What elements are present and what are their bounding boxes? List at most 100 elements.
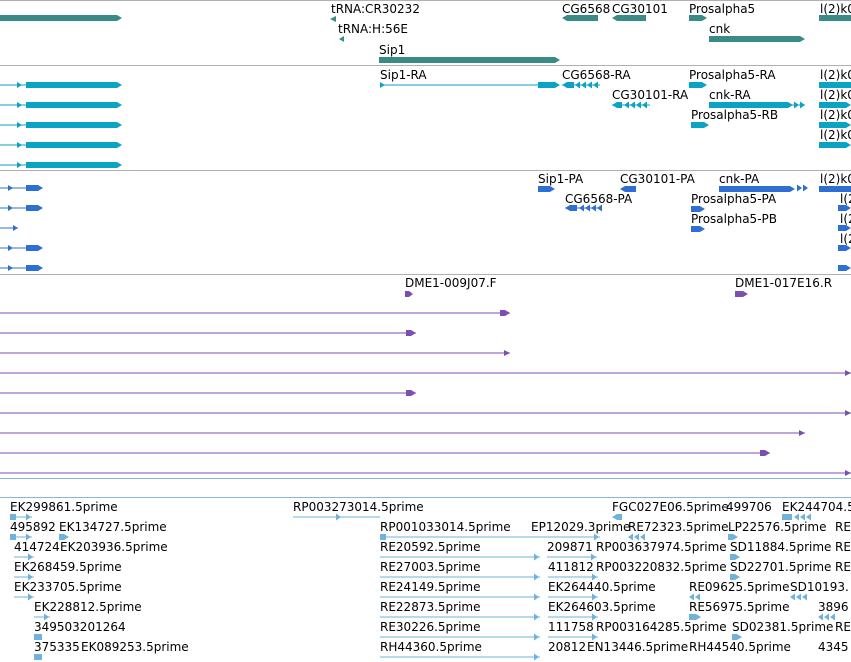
- cdna-arrow[interactable]: [534, 573, 539, 581]
- protein-exon[interactable]: [26, 245, 43, 251]
- cdna-arrow[interactable]: [592, 633, 597, 641]
- gene-feature[interactable]: [0, 15, 122, 21]
- cdna-arrow[interactable]: [592, 573, 597, 581]
- protein-exon[interactable]: [565, 205, 577, 211]
- cdna-feature[interactable]: [10, 514, 16, 520]
- protein-exon[interactable]: [538, 186, 555, 192]
- trna-marker[interactable]: [330, 16, 336, 22]
- cdna-arrow[interactable]: [592, 593, 597, 601]
- protein-exon[interactable]: [838, 245, 851, 251]
- cdna-arrow[interactable]: [534, 653, 539, 661]
- cdna-arrow[interactable]: [818, 613, 835, 621]
- est-feature[interactable]: [735, 291, 748, 297]
- gene-feature-sip1[interactable]: [379, 57, 560, 63]
- cdna-feature[interactable]: [730, 554, 740, 560]
- mrna-exon[interactable]: [819, 122, 851, 128]
- mrna-exon[interactable]: [819, 82, 851, 88]
- cdna-label: EK264603.5prime: [548, 600, 656, 614]
- cdna-label: EK134727.5prime: [59, 520, 167, 534]
- mrna-exon-set[interactable]: [575, 81, 598, 89]
- protein-exon[interactable]: [620, 186, 636, 192]
- gene-feature-prosalpha5[interactable]: [689, 15, 707, 21]
- protein-exon[interactable]: [26, 265, 43, 271]
- cdna-arrow[interactable]: [790, 593, 807, 601]
- cdna-arrow[interactable]: [534, 613, 539, 621]
- cdna-arrow[interactable]: [594, 533, 599, 541]
- cdna-feature[interactable]: [380, 534, 386, 540]
- mrna-exon[interactable]: [26, 102, 122, 108]
- cdna-feature[interactable]: [728, 534, 738, 540]
- mrna-exon[interactable]: [26, 162, 122, 168]
- protein-exon[interactable]: [691, 226, 705, 232]
- cdna-feature[interactable]: [34, 634, 42, 640]
- cdna-arrow[interactable]: [534, 553, 539, 561]
- cdna-arrow[interactable]: [26, 533, 31, 541]
- gene-feature-cg30101[interactable]: [612, 15, 646, 21]
- cdna-arrow[interactable]: [28, 593, 33, 601]
- est-arrow: [845, 410, 851, 416]
- protein-exon[interactable]: [838, 265, 851, 271]
- cdna-feature[interactable]: [59, 534, 69, 540]
- protein-exon[interactable]: [691, 206, 705, 212]
- cdna-arrow[interactable]: [44, 613, 49, 621]
- mrna-exon[interactable]: [26, 142, 122, 148]
- cdna-feature[interactable]: [730, 574, 740, 580]
- mrna-exon[interactable]: [26, 82, 122, 88]
- mrna-exon[interactable]: [562, 82, 574, 88]
- cdna-arrow[interactable]: [794, 513, 811, 521]
- mrna-exon[interactable]: [819, 142, 851, 148]
- mrna-exon[interactable]: [380, 82, 385, 88]
- gene-feature-cnk[interactable]: [709, 36, 805, 42]
- protein-exon[interactable]: [26, 185, 43, 191]
- protein-exon[interactable]: [26, 205, 43, 211]
- gene-label: l(2)k0: [820, 2, 851, 16]
- gene-feature-cg6568[interactable]: [562, 15, 598, 21]
- mrna-exon-set[interactable]: [794, 101, 805, 109]
- mrna-exon[interactable]: [26, 122, 122, 128]
- est-feature[interactable]: [406, 330, 416, 336]
- cdna-arrow[interactable]: [336, 513, 341, 521]
- protein-exon[interactable]: [838, 205, 851, 211]
- protein-exon-set[interactable]: [797, 184, 808, 192]
- cdna-label: RP001033014.5prime: [380, 520, 511, 534]
- mrna-exon[interactable]: [612, 102, 622, 108]
- est-feature[interactable]: [405, 291, 413, 297]
- protein-exon[interactable]: [719, 186, 795, 192]
- trna-marker[interactable]: [339, 36, 344, 42]
- protein-label: Prosalpha5-PA: [691, 192, 777, 206]
- cdna-label: EK228812.5prime: [34, 600, 142, 614]
- cdna-arrow[interactable]: [592, 613, 597, 621]
- cdna-arrow[interactable]: [534, 593, 539, 601]
- cdna-arrow[interactable]: [26, 513, 31, 521]
- cdna-feature[interactable]: [612, 514, 622, 520]
- est-feature[interactable]: [500, 310, 510, 316]
- mrna-exon[interactable]: [538, 82, 560, 88]
- mrna-exon-set[interactable]: [624, 101, 647, 109]
- cdna-label: SD02381.5prime: [732, 620, 833, 634]
- protein-exon[interactable]: [13, 225, 18, 231]
- cdna-arrow[interactable]: [628, 533, 645, 541]
- protein-exon-set[interactable]: [579, 204, 602, 212]
- est-feature[interactable]: [760, 450, 770, 456]
- est-feature[interactable]: [406, 390, 416, 396]
- mrna-exon[interactable]: [689, 82, 707, 88]
- cdna-arrow[interactable]: [591, 553, 596, 561]
- protein-exon[interactable]: [819, 186, 851, 192]
- cdna-feature[interactable]: [34, 654, 42, 660]
- cdna-feature[interactable]: [782, 514, 792, 520]
- mrna-exon[interactable]: [691, 122, 709, 128]
- protein-exon[interactable]: [838, 225, 851, 231]
- gene-feature[interactable]: [819, 15, 851, 21]
- cdna-arrow[interactable]: [689, 593, 700, 601]
- cdna-feature[interactable]: [732, 634, 742, 640]
- cdna-arrow[interactable]: [534, 633, 539, 641]
- cdna-label: RP003220832.5prime: [596, 560, 727, 574]
- cdna-feature[interactable]: [689, 614, 701, 620]
- protein-label: Sip1-PA: [538, 172, 584, 186]
- mrna-exon[interactable]: [819, 102, 851, 108]
- cdna-arrow[interactable]: [28, 573, 33, 581]
- cdna-feature[interactable]: [10, 534, 16, 540]
- cdna-arrow[interactable]: [28, 553, 33, 561]
- mrna-exon[interactable]: [709, 102, 793, 108]
